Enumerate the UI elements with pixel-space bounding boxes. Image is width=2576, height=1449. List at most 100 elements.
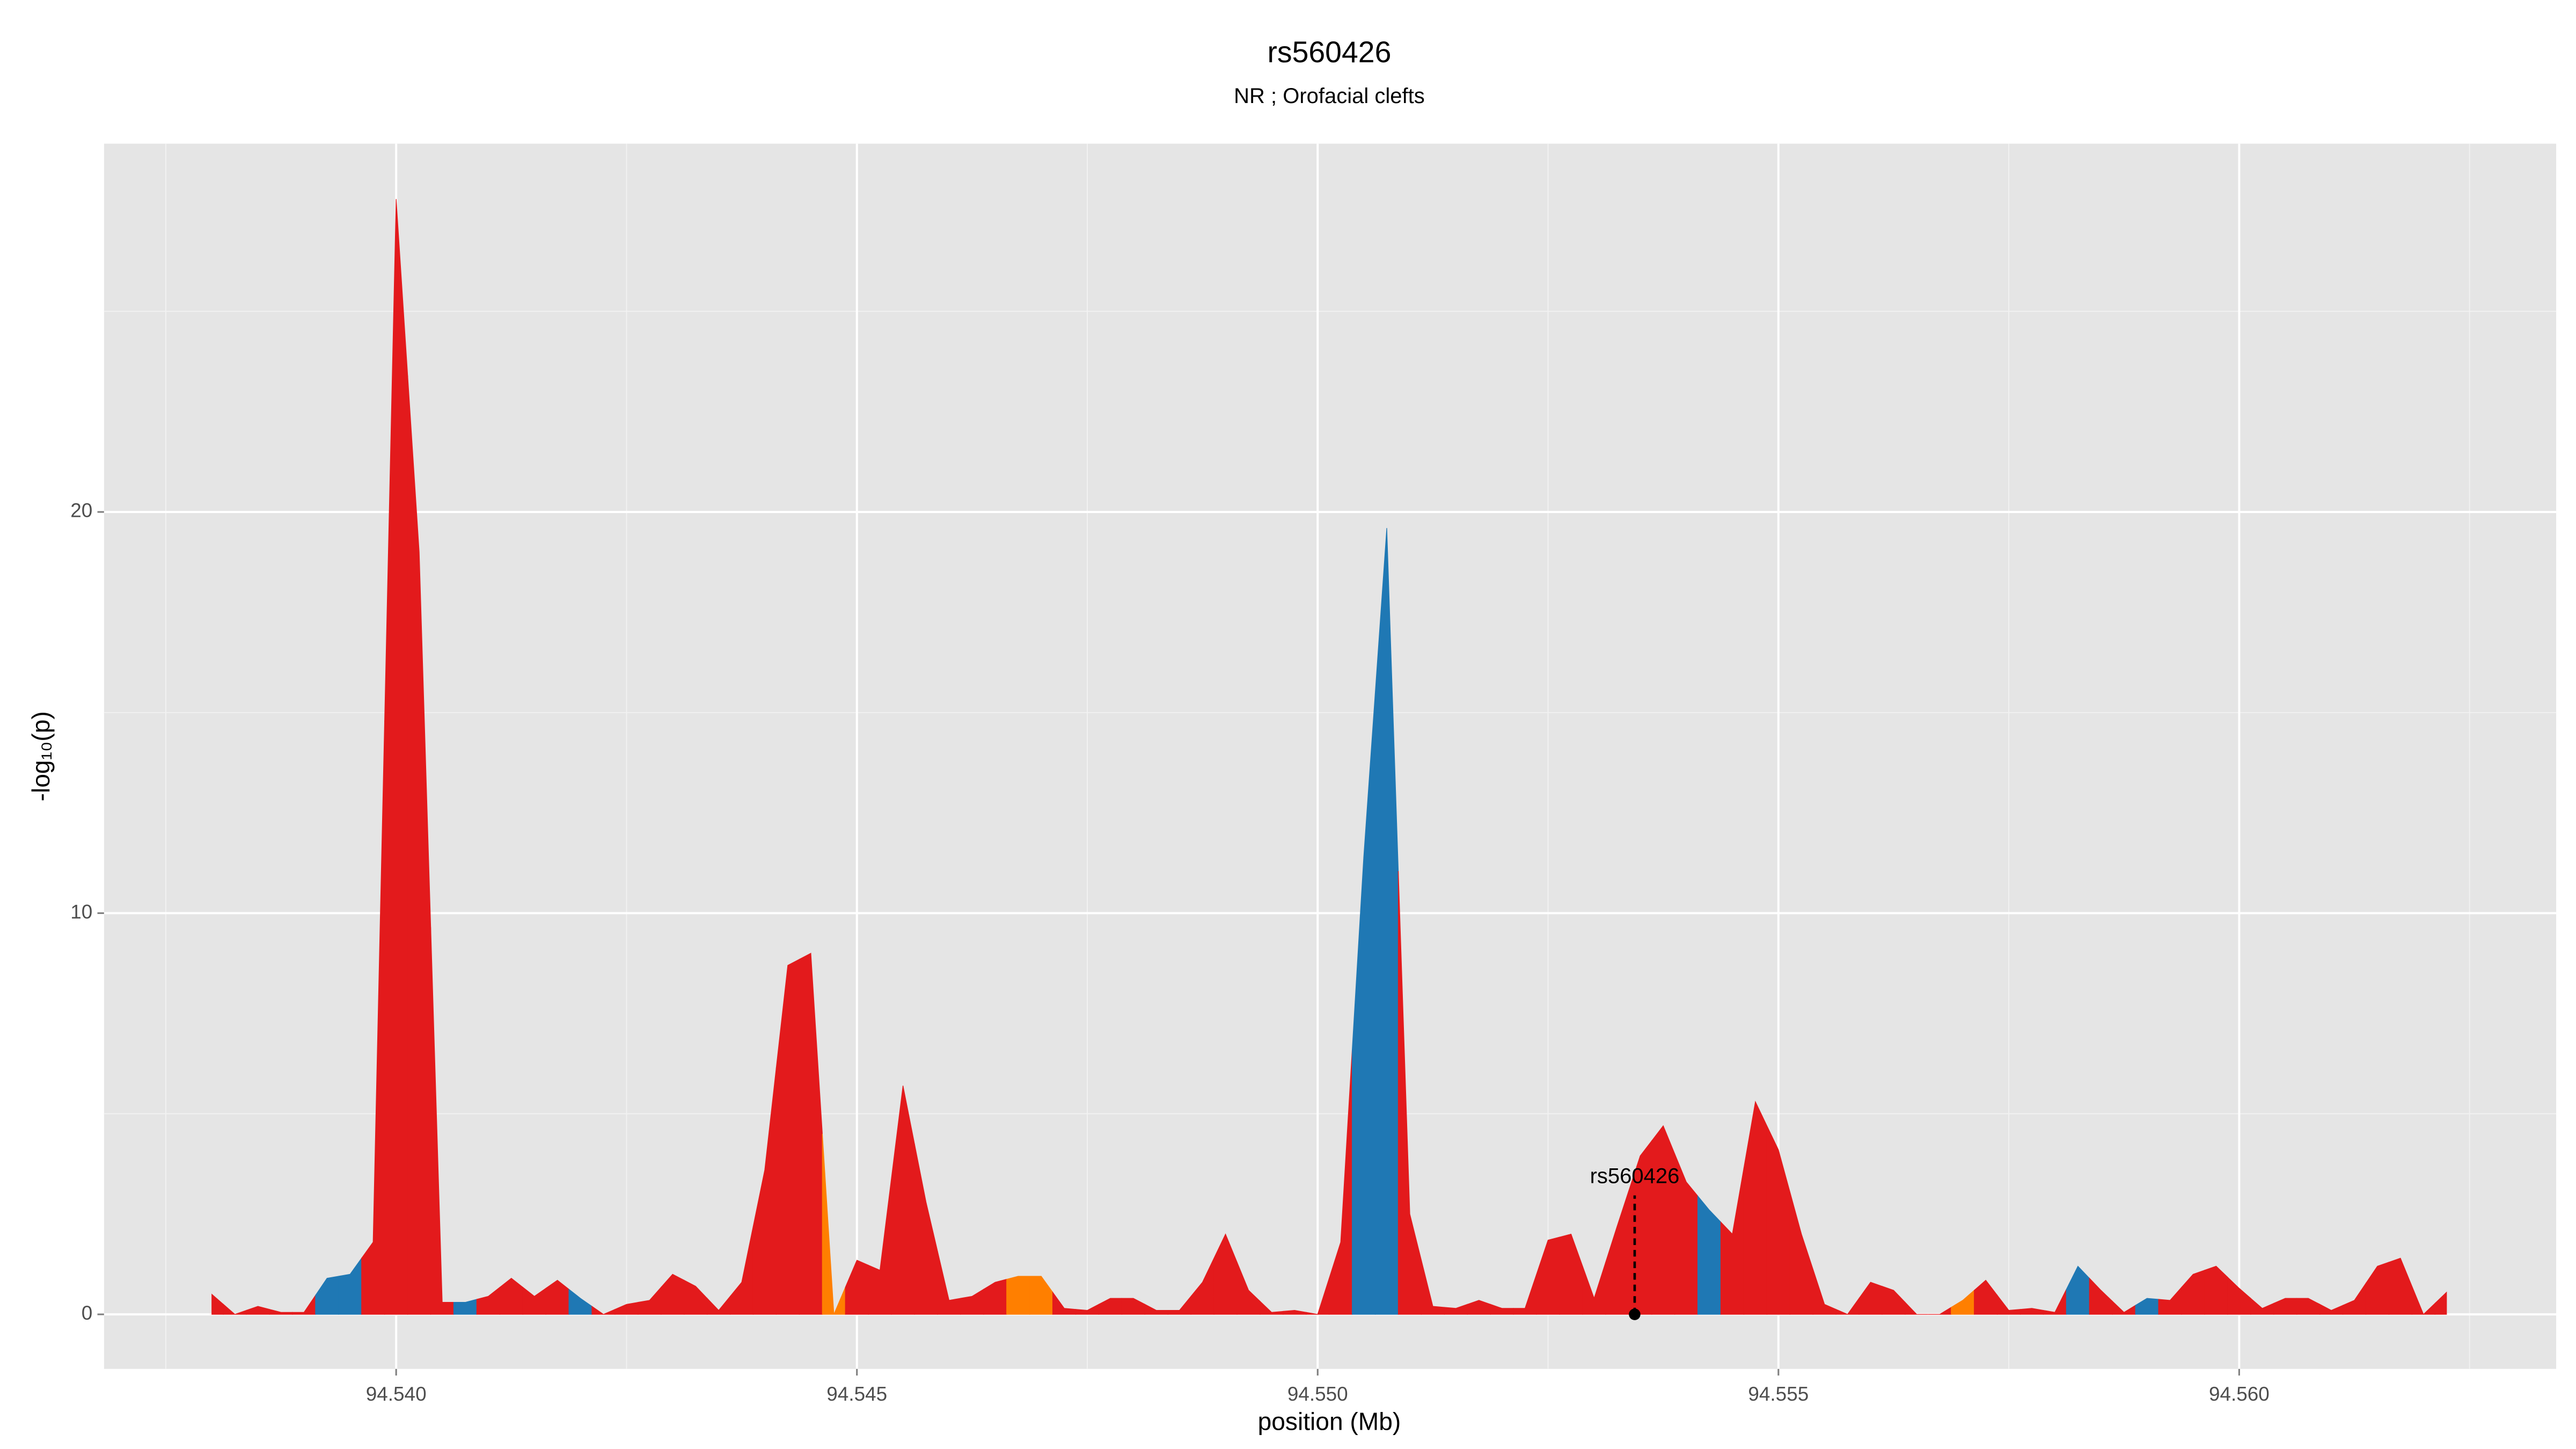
area-segment xyxy=(1951,1289,1975,1315)
y-tick-label: 0 xyxy=(82,1302,93,1324)
area-segment xyxy=(1167,1295,1191,1315)
area-segment xyxy=(1812,1269,1836,1315)
chart-subtitle: NR ; Orofacial clefts xyxy=(1234,84,1425,108)
area-segment xyxy=(1260,1300,1284,1315)
area-segment xyxy=(2342,1282,2367,1315)
area-segment xyxy=(2434,1291,2447,1315)
x-tick-label: 94.550 xyxy=(1287,1383,1348,1405)
area-segment xyxy=(430,927,455,1315)
area-segment xyxy=(1582,1262,1606,1315)
area-segment xyxy=(1490,1304,1514,1315)
area-segment xyxy=(1098,1298,1123,1315)
area-segment xyxy=(315,1276,339,1315)
area-segment xyxy=(822,1133,846,1315)
area-segment xyxy=(730,1226,754,1315)
area-segment xyxy=(799,953,823,1315)
area-segment xyxy=(522,1286,546,1315)
area-segment xyxy=(1882,1285,1906,1315)
area-segment xyxy=(338,1257,362,1315)
area-segment xyxy=(914,1144,938,1315)
area-segment xyxy=(1374,528,1399,1315)
area-segment xyxy=(407,375,431,1315)
area-segment xyxy=(752,1067,777,1315)
area-segment xyxy=(1743,1100,1767,1315)
area-segment xyxy=(2019,1308,2044,1315)
area-segment xyxy=(499,1278,523,1315)
area-segment xyxy=(1628,1139,1652,1315)
area-segment xyxy=(1397,871,1422,1315)
area-segment xyxy=(775,958,800,1315)
x-tick-label: 94.540 xyxy=(366,1383,427,1405)
annotation-point xyxy=(1629,1308,1641,1320)
y-tick-label: 10 xyxy=(70,901,92,923)
area-segment xyxy=(891,1085,915,1315)
area-segment xyxy=(1329,1049,1353,1315)
area-segment xyxy=(614,1301,639,1315)
area-segment xyxy=(2043,1289,2067,1315)
area-segment xyxy=(1006,1276,1030,1315)
area-segment xyxy=(1720,1168,1745,1315)
x-tick-label: 94.545 xyxy=(826,1383,887,1405)
area-segment xyxy=(2250,1297,2274,1315)
x-axis-label: position (Mb) xyxy=(1258,1407,1401,1435)
area-segment xyxy=(361,720,385,1315)
area-segment xyxy=(476,1286,500,1315)
x-tick-label: 94.560 xyxy=(2209,1383,2270,1405)
area-segment xyxy=(2296,1298,2321,1315)
area-segment xyxy=(661,1274,685,1315)
area-segment xyxy=(1766,1125,1790,1315)
area-segment xyxy=(591,1305,616,1315)
area-segment xyxy=(2181,1270,2205,1315)
area-segment xyxy=(684,1279,708,1315)
area-segment xyxy=(1997,1294,2021,1315)
area-segment xyxy=(2135,1298,2159,1315)
area-segment xyxy=(1421,1260,1445,1315)
chart-title: rs560426 xyxy=(1267,35,1391,69)
area-segment xyxy=(2204,1265,2228,1315)
area-segment xyxy=(246,1306,270,1315)
y-axis-label: -log₁₀(p) xyxy=(27,711,55,801)
area-segment xyxy=(1905,1301,1928,1315)
area-segment xyxy=(2089,1277,2113,1315)
area-segment xyxy=(1213,1233,1238,1315)
area-segment xyxy=(868,1177,892,1315)
area-segment xyxy=(2158,1286,2182,1315)
area-segment xyxy=(2227,1276,2251,1315)
area-segment xyxy=(1858,1282,1883,1315)
area-segment xyxy=(1144,1304,1168,1315)
area-segment xyxy=(1029,1276,1053,1315)
area-segment xyxy=(568,1289,592,1315)
area-segment xyxy=(1605,1191,1629,1315)
area-segment xyxy=(707,1295,731,1315)
area-segment xyxy=(1835,1297,1860,1315)
area-segment xyxy=(2066,1265,2090,1315)
area-segment xyxy=(2365,1262,2390,1315)
area-segment xyxy=(1651,1125,1675,1315)
area-segment xyxy=(1352,692,1376,1315)
area-segment xyxy=(1559,1233,1583,1315)
area-segment xyxy=(937,1251,961,1315)
area-segment xyxy=(384,199,408,1315)
area-segment xyxy=(1697,1195,1722,1315)
area-segment xyxy=(983,1278,1007,1315)
area-segment xyxy=(960,1289,984,1315)
area-segment xyxy=(2273,1298,2297,1315)
area-segment xyxy=(1674,1153,1699,1315)
annotation-label: rs560426 xyxy=(1590,1164,1680,1188)
area-segment xyxy=(1236,1262,1261,1315)
area-segment xyxy=(2112,1300,2136,1315)
area-segment xyxy=(1190,1258,1214,1315)
area-segment xyxy=(545,1279,569,1315)
area-segment xyxy=(292,1294,316,1315)
area-segment xyxy=(1467,1300,1491,1315)
area-segment xyxy=(223,1304,247,1315)
area-segment xyxy=(1306,1278,1330,1315)
area-segment xyxy=(269,1308,293,1315)
area-segment xyxy=(638,1286,662,1315)
area-segment xyxy=(2319,1304,2344,1315)
area-segment xyxy=(1075,1304,1100,1315)
x-tick-label: 94.555 xyxy=(1748,1383,1809,1405)
area-segment xyxy=(2411,1286,2435,1315)
